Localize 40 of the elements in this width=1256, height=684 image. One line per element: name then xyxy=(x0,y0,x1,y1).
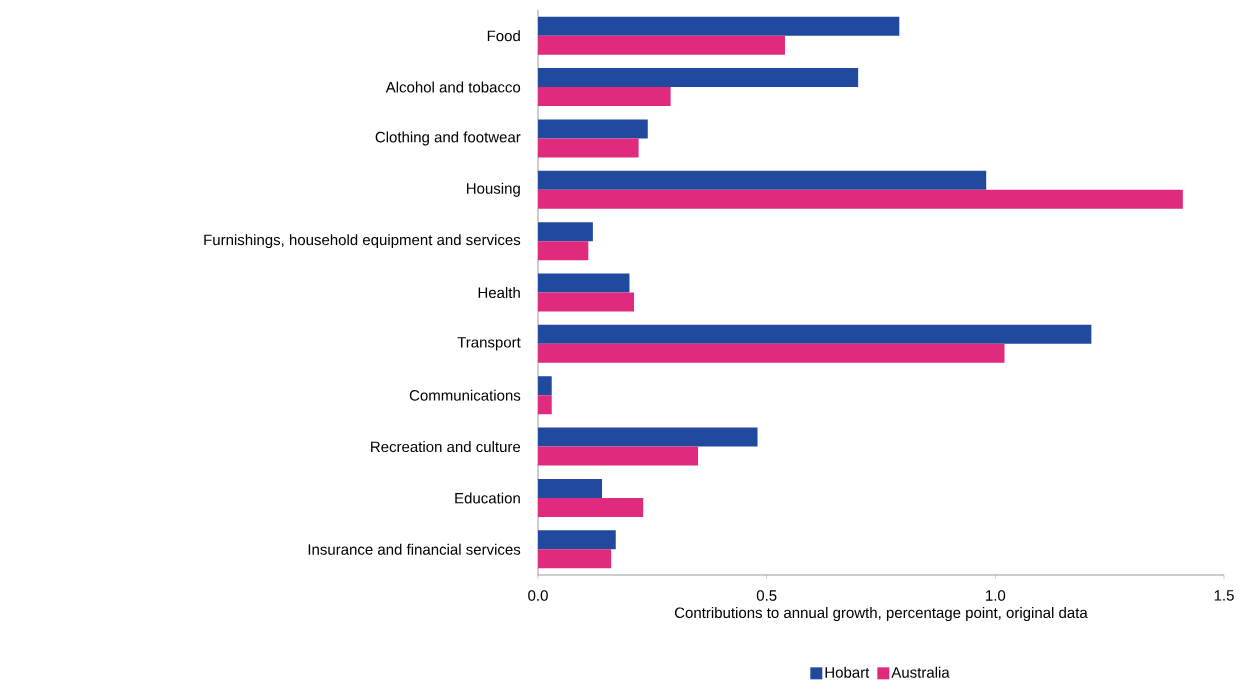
bar xyxy=(538,138,639,158)
bar xyxy=(538,273,630,293)
bar xyxy=(538,189,1183,209)
x-axis-title: Contributions to annual growth, percentage point, original data xyxy=(674,607,1088,622)
y-tick-label: Clothing and footwear xyxy=(375,131,521,146)
bar xyxy=(538,324,1092,344)
bar xyxy=(538,446,699,466)
y-tick-label: Recreation and culture xyxy=(371,441,521,453)
y-tick-label: Education xyxy=(455,492,520,504)
y-tick-label: Food xyxy=(487,30,520,42)
x-tick-label: 0.5 xyxy=(756,590,777,601)
bar xyxy=(538,343,1005,363)
bar xyxy=(538,549,612,569)
bar xyxy=(538,35,785,55)
bar xyxy=(538,241,589,261)
bar xyxy=(538,427,758,447)
bar xyxy=(538,170,987,190)
legend-label: Australia xyxy=(891,666,950,678)
y-tick-label: Housing xyxy=(467,182,520,197)
bar xyxy=(538,16,900,36)
bar xyxy=(538,395,552,415)
x-tick-label: 0.0 xyxy=(528,590,548,601)
bar xyxy=(538,68,859,88)
bar xyxy=(538,222,593,242)
y-tick-label: Alcohol and tobacco xyxy=(385,81,521,93)
bar xyxy=(538,530,616,550)
bar xyxy=(538,479,603,499)
x-tick-label: 1.5 xyxy=(1214,590,1234,601)
bar xyxy=(538,292,635,312)
y-tick-label: Communications xyxy=(409,389,521,401)
legend-label: Hobart xyxy=(825,666,870,678)
y-tick-label: Health xyxy=(478,287,520,299)
y-tick-label: Insurance and financial services xyxy=(308,543,521,555)
y-tick-label: Furnishings, household equipment and services xyxy=(204,234,521,249)
bar xyxy=(538,498,644,518)
bar xyxy=(538,87,671,107)
bar xyxy=(538,376,552,396)
x-tick-label: 1.0 xyxy=(986,590,1006,601)
y-tick-label: Transport xyxy=(457,337,521,351)
bar xyxy=(538,119,648,139)
